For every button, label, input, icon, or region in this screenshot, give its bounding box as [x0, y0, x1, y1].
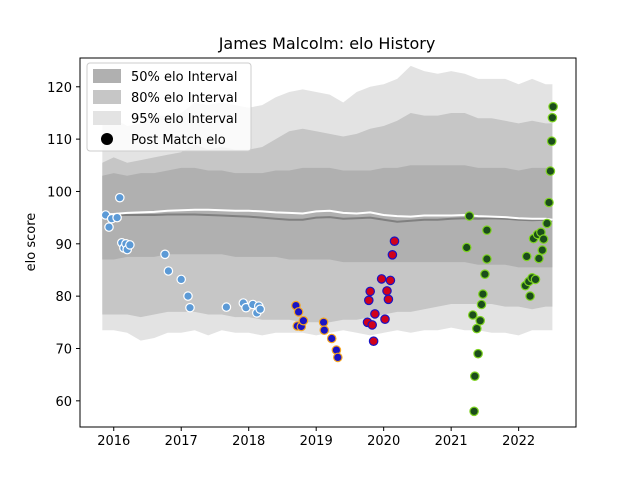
data-point	[525, 291, 535, 301]
data-point	[376, 274, 387, 284]
data-point	[464, 211, 475, 221]
data-point	[461, 242, 472, 253]
y-tick-label: 90	[55, 238, 72, 253]
data-point	[544, 197, 554, 208]
data-point	[326, 333, 337, 344]
legend: 50% elo Interval 80% elo Interval 95% el…	[86, 62, 252, 152]
data-point	[176, 274, 186, 285]
point-series-4	[461, 101, 558, 417]
data-point	[548, 101, 558, 112]
data-point	[530, 274, 541, 285]
data-point	[521, 251, 532, 262]
y-axis-label: elo score	[24, 213, 39, 272]
data-point	[471, 323, 482, 334]
data-point	[160, 249, 170, 260]
data-point	[221, 302, 232, 312]
y-tick-label: 100	[47, 185, 72, 200]
data-point	[537, 245, 548, 255]
data-point	[473, 348, 483, 359]
y-tick-label: 70	[55, 342, 72, 357]
x-tick-label: 2016	[97, 434, 130, 449]
data-point	[293, 307, 304, 317]
data-point	[480, 269, 490, 279]
y-tick-label: 120	[47, 81, 72, 96]
data-point	[478, 289, 488, 299]
mean-line	[102, 208, 553, 221]
point-series-3	[362, 236, 400, 346]
x-axis: 2016 2017 2018 2019 2020 2021 2022	[97, 427, 535, 449]
data-point	[163, 266, 174, 276]
data-point	[365, 286, 375, 297]
data-point	[476, 299, 487, 310]
data-point	[319, 325, 330, 335]
data-point	[546, 136, 557, 146]
x-tick-label: 2018	[232, 434, 265, 449]
data-point	[185, 302, 195, 313]
legend-marker-post-match	[101, 133, 113, 145]
data-point	[389, 236, 400, 246]
legend-box	[86, 62, 252, 152]
legend-swatch-80	[93, 90, 121, 104]
data-point	[298, 315, 309, 326]
data-point	[534, 253, 544, 264]
point-series-1	[100, 192, 265, 318]
plot-frame	[79, 57, 577, 428]
data-point	[385, 275, 396, 286]
data-point	[383, 294, 394, 305]
data-point	[125, 240, 135, 250]
point-series-2	[291, 300, 343, 363]
x-tick-label: 2017	[165, 434, 198, 449]
data-point	[332, 352, 343, 363]
data-point	[367, 320, 377, 330]
data-point	[469, 371, 480, 381]
data-point	[387, 250, 398, 260]
data-point	[363, 295, 374, 306]
data-point	[318, 317, 329, 328]
data-point	[115, 192, 125, 203]
x-tick-label: 2019	[300, 434, 333, 449]
data-point	[112, 212, 122, 223]
legend-swatch-50	[93, 69, 121, 83]
data-point	[382, 286, 392, 296]
data-point	[475, 315, 485, 326]
y-tick-label: 110	[47, 133, 72, 148]
legend-label-post-match: Post Match elo	[131, 133, 226, 148]
data-point	[380, 314, 390, 324]
data-point	[183, 291, 193, 301]
y-tick-label: 80	[55, 290, 72, 305]
legend-label-95: 95% elo Interval	[131, 112, 238, 127]
data-point	[104, 222, 114, 232]
x-tick-label: 2020	[367, 434, 400, 449]
post-match-points	[100, 101, 558, 417]
legend-swatch-95	[93, 111, 121, 125]
y-axis: 60 70 80 90 100 110 120	[47, 81, 80, 410]
legend-label-80: 80% elo Interval	[131, 91, 238, 106]
data-point	[469, 406, 479, 417]
data-point	[368, 336, 379, 346]
data-point	[467, 310, 478, 320]
x-tick-label: 2021	[435, 434, 468, 449]
data-point	[542, 218, 552, 229]
data-point	[370, 309, 380, 319]
chart-title: James Malcolm: elo History	[218, 34, 436, 53]
median-line	[102, 213, 553, 223]
x-tick-label: 2022	[502, 434, 535, 449]
data-point	[545, 166, 556, 176]
data-point	[482, 225, 492, 235]
y-tick-label: 60	[55, 395, 72, 410]
data-point	[482, 254, 492, 264]
data-point	[547, 112, 558, 123]
data-point	[538, 234, 549, 244]
legend-label-50: 50% elo Interval	[131, 70, 238, 85]
center-lines	[102, 208, 553, 223]
data-point	[255, 304, 265, 314]
